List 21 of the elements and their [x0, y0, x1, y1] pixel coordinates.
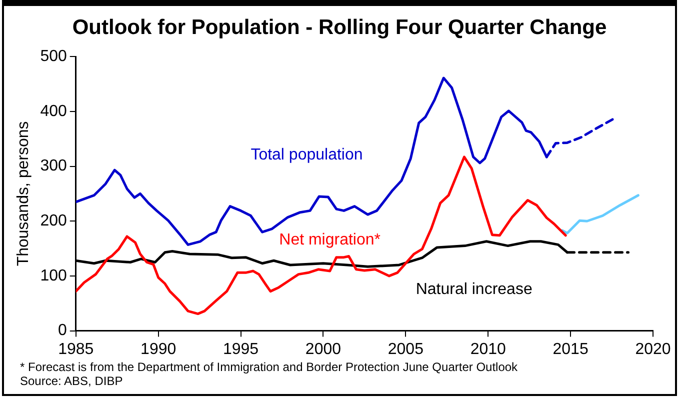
series-label: Natural increase: [416, 281, 532, 298]
x-tick-label: 2010: [470, 340, 506, 358]
y-tick-label: 100: [40, 267, 67, 284]
x-tick-label: 2005: [388, 340, 424, 358]
chart-title: Outlook for Population - Rolling Four Quarter Change: [71, 16, 608, 41]
source-note: Source: ABS, DIBP: [20, 374, 124, 388]
x-tick-label: 2020: [635, 340, 671, 358]
y-tick-label: 300: [40, 158, 67, 175]
y-tick-label: 200: [40, 212, 67, 230]
y-tick-label: 400: [40, 102, 67, 120]
text: * Forecast is from the Department of Immigration and Border Protection June Quarter Outlook: [20, 360, 519, 374]
x-tick-label: 1990: [140, 340, 176, 358]
x-tick-label: 1985: [58, 340, 94, 358]
x-tick-label: 1995: [222, 340, 259, 358]
y-tick-label: 500: [40, 48, 67, 66]
y-tick-label: 0: [58, 322, 67, 340]
x-tick-label: 2015: [552, 340, 588, 358]
series-label: Net migration*: [279, 232, 381, 249]
text: Total population: [250, 146, 363, 164]
x-tick-label: 2000: [305, 340, 342, 358]
y-axis-title: Thousands, persons: [15, 121, 32, 266]
